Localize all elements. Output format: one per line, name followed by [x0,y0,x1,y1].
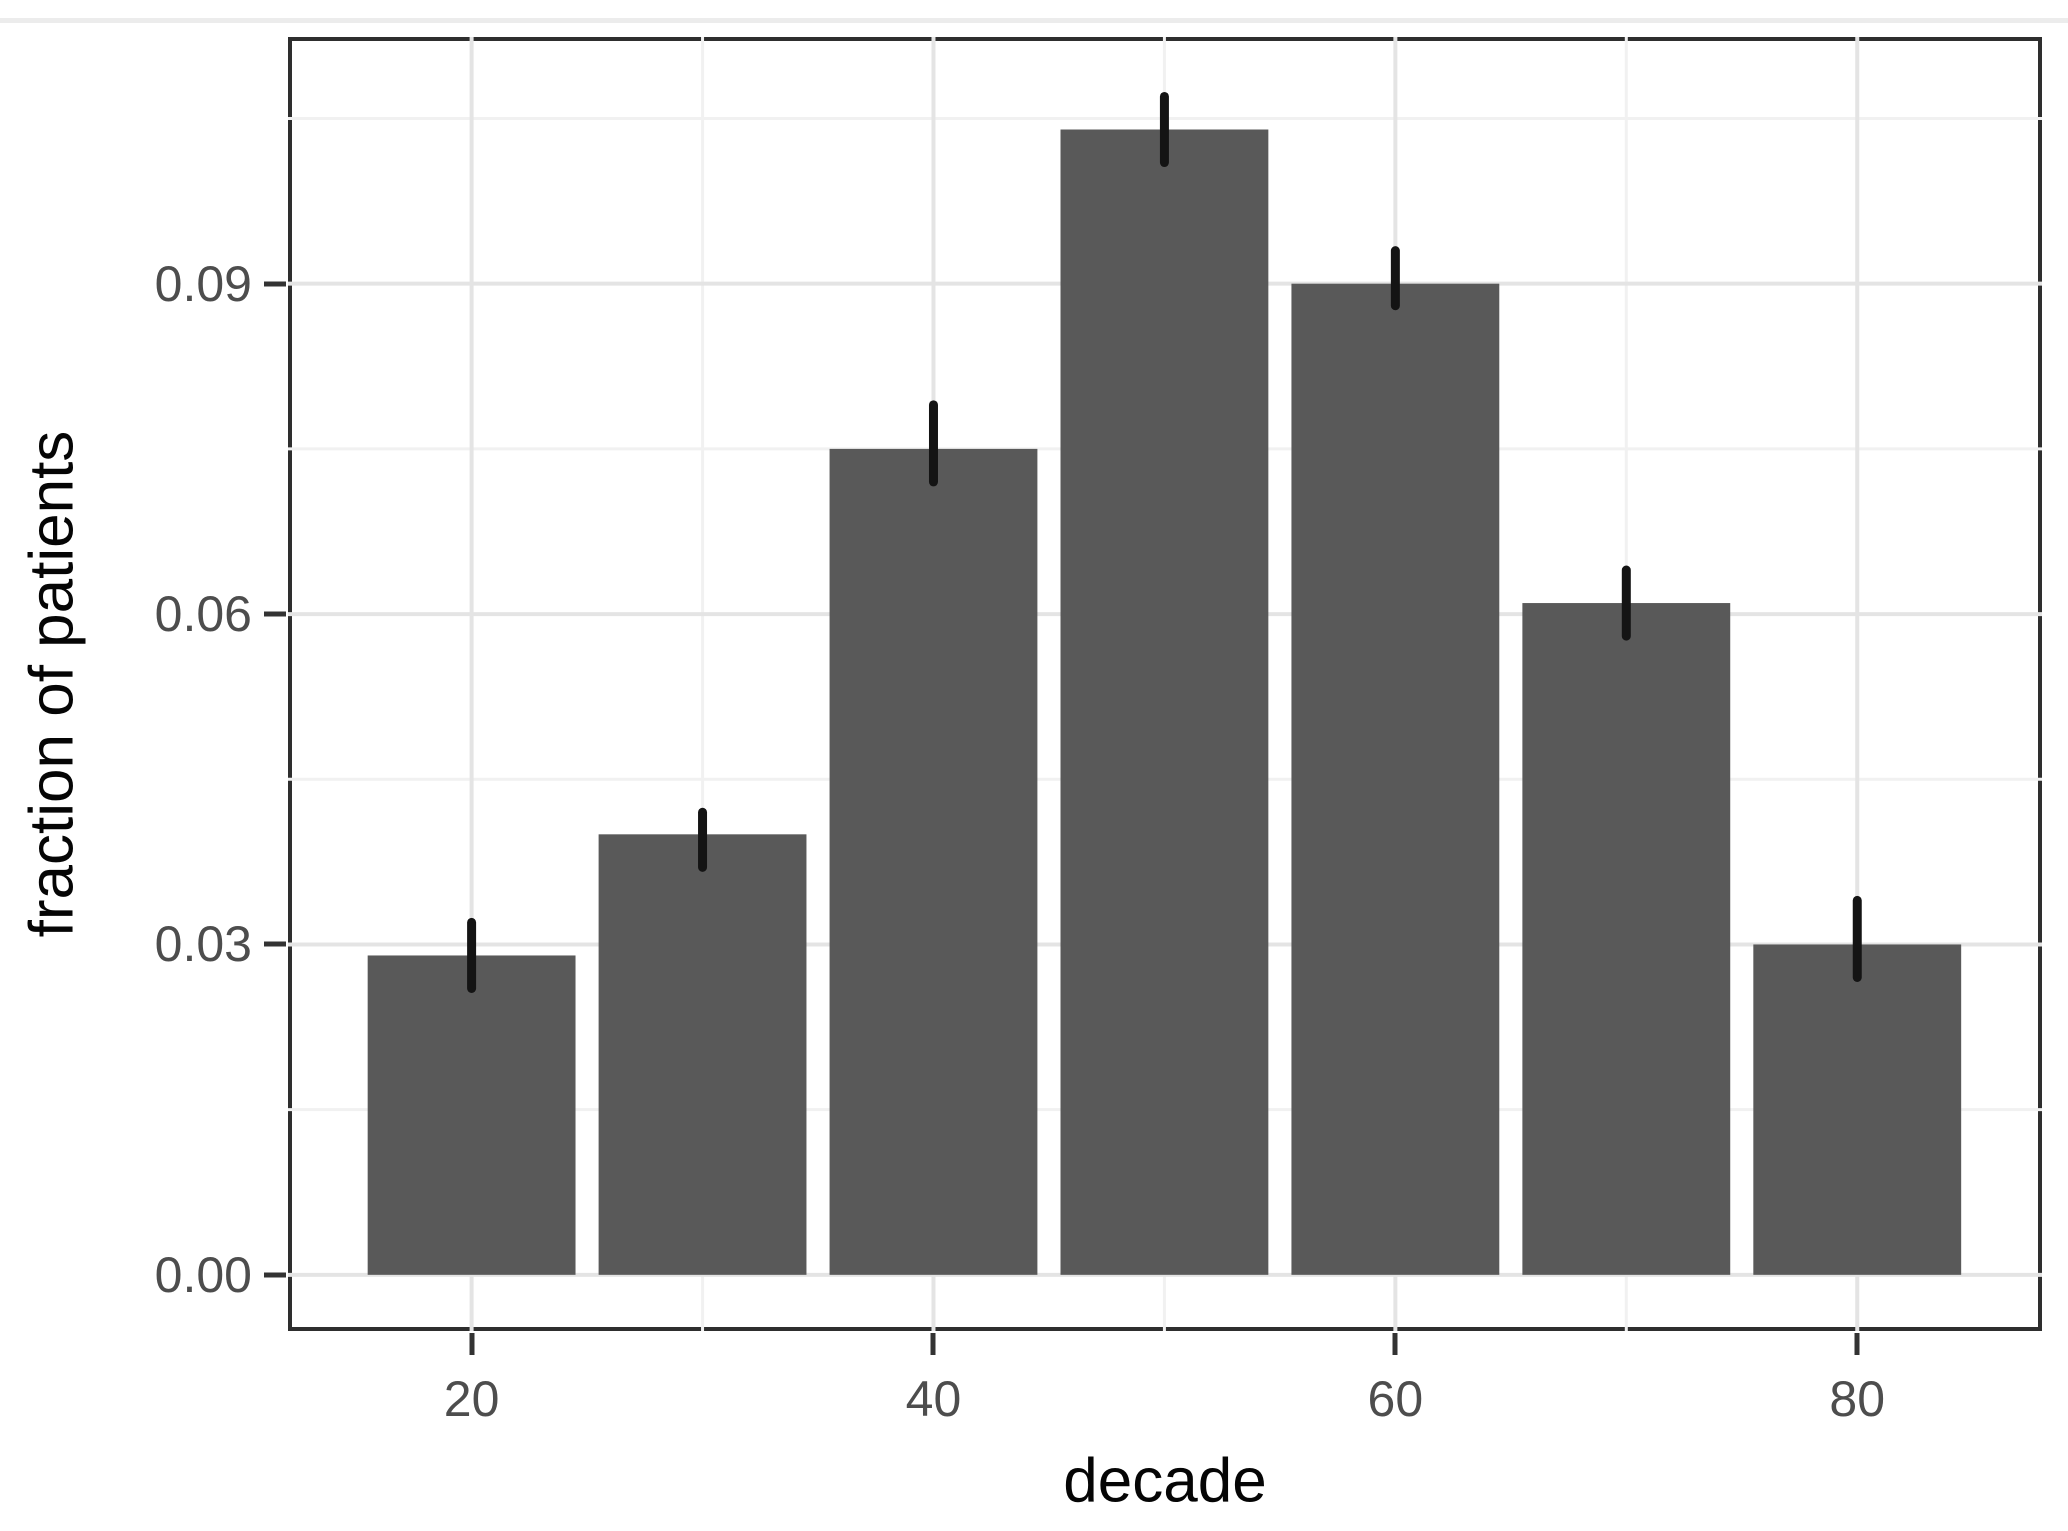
y-tick-label: 0.03 [154,916,252,973]
x-tick-label: 40 [905,1371,962,1427]
y-tick-mark [264,281,286,287]
bar [1522,603,1731,1275]
y-tick-label: 0.06 [154,586,252,643]
y-tick-label: 0.09 [154,255,252,312]
x-tick-mark [469,1333,475,1355]
bar [367,955,576,1275]
x-tick-mark [1392,1333,1398,1355]
x-tick-label: 80 [1829,1371,1886,1427]
bar [598,834,807,1275]
bar [1060,129,1269,1275]
bar [829,448,1038,1275]
y-tick-mark [264,611,286,617]
y-tick-mark [264,1272,286,1278]
bar [1291,283,1500,1275]
x-tick-mark [930,1333,936,1355]
x-tick-mark [1854,1333,1860,1355]
bar [1753,944,1962,1275]
y-axis-title: fraction of patients [17,430,87,938]
x-tick-label: 60 [1367,1371,1424,1427]
x-axis-title: decade [1063,1446,1267,1516]
plot-area [288,37,2042,1331]
y-tick-label: 0.00 [154,1246,252,1303]
plot-panel [288,37,2042,1331]
y-tick-mark [264,941,286,947]
window-edge-line [0,18,2068,23]
x-tick-label: 20 [443,1371,500,1427]
